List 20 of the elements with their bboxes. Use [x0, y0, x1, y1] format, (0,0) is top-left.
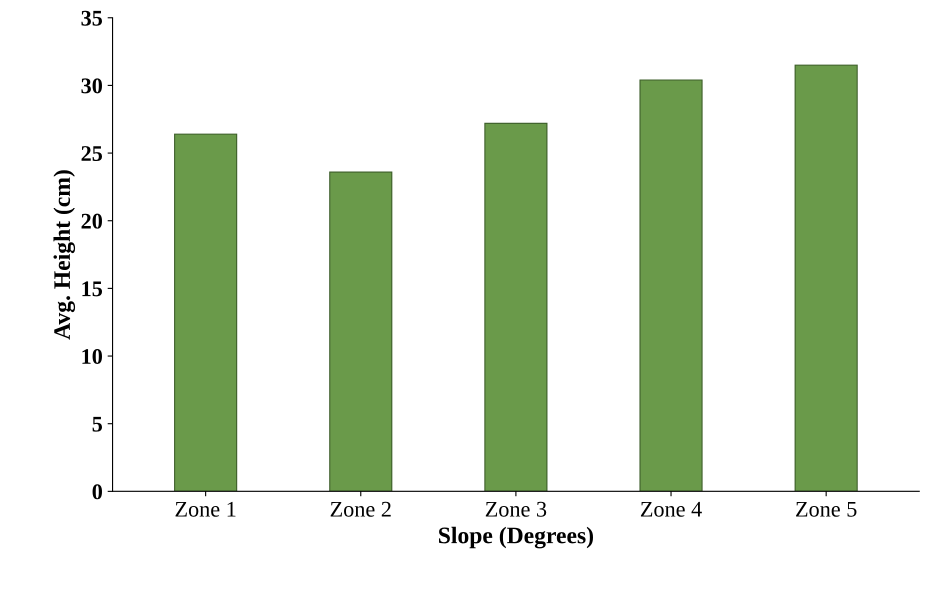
- y-tick-label: 0: [92, 484, 102, 500]
- y-tick-label: 15: [82, 281, 102, 296]
- x-axis-title: Slope (Degrees): [439, 526, 594, 548]
- bar: [639, 79, 703, 492]
- y-tick-label: 5: [92, 416, 102, 432]
- x-tick-label: Zone 2: [330, 502, 391, 517]
- y-tick-label: 20: [82, 214, 102, 229]
- x-tick-label: Zone 3: [486, 502, 546, 517]
- bar: [174, 134, 238, 492]
- bar: [794, 64, 858, 492]
- x-tick-label: Zone 4: [640, 502, 702, 517]
- x-tick-label: Zone 1: [176, 502, 236, 517]
- y-tick-label: 25: [82, 146, 102, 162]
- y-axis-title: Avg. Height (cm): [53, 170, 76, 340]
- y-tick-label: 35: [81, 10, 102, 26]
- bar: [329, 171, 392, 492]
- y-tick-label: 10: [82, 348, 102, 364]
- y-tick-label: 30: [81, 78, 102, 94]
- bar: [484, 122, 548, 492]
- x-tick-label: Zone 5: [796, 502, 856, 517]
